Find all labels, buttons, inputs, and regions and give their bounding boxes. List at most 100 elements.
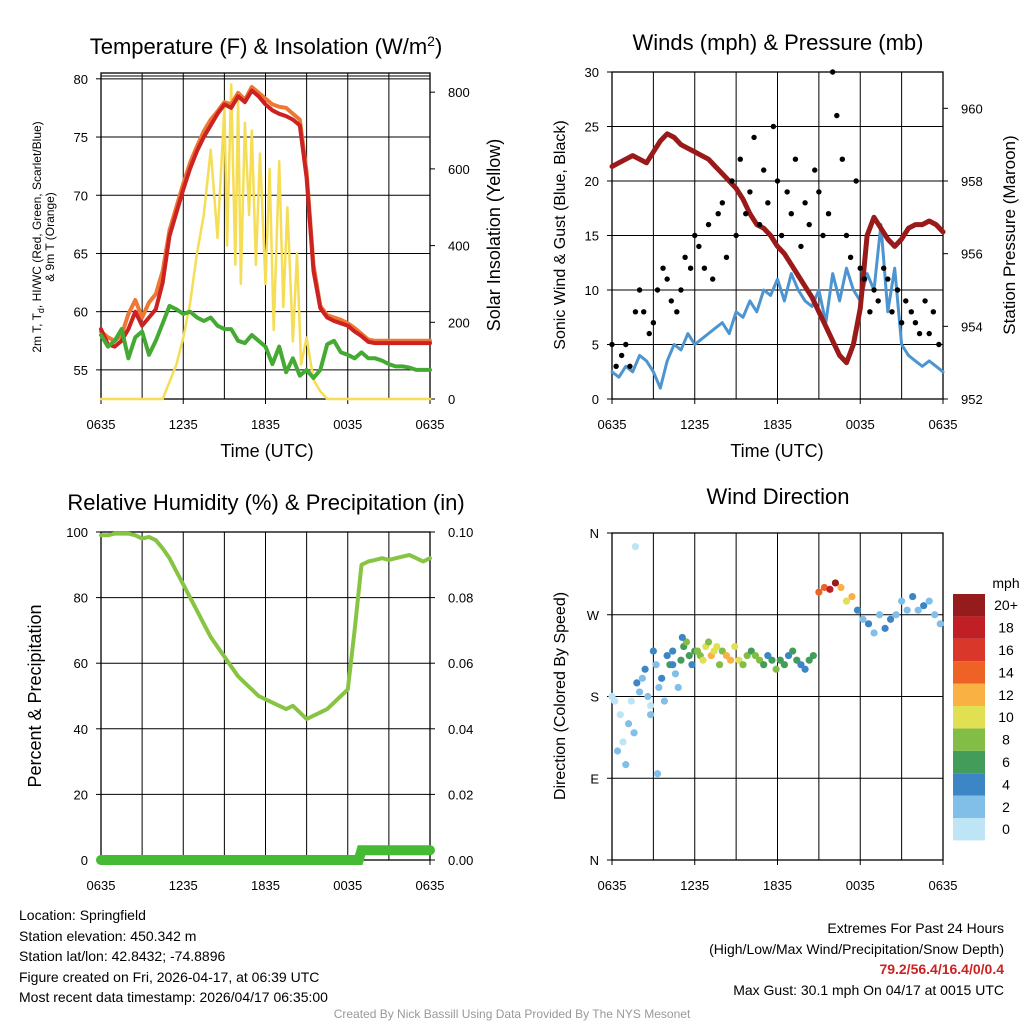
direction-point bbox=[848, 592, 856, 601]
legend-label: 12 bbox=[998, 687, 1014, 703]
y-tick-label: 0 bbox=[81, 853, 88, 868]
y-tick-label: 0 bbox=[592, 392, 599, 407]
direction-point bbox=[677, 656, 685, 664]
gust-point bbox=[609, 341, 615, 348]
direction-point bbox=[853, 606, 862, 614]
gust-point bbox=[834, 112, 840, 119]
series-line-relative-humidity bbox=[99, 531, 432, 721]
direction-point bbox=[722, 652, 731, 660]
gust-point bbox=[816, 189, 822, 195]
gust-point bbox=[798, 243, 804, 250]
direction-point bbox=[649, 647, 657, 655]
x-tick-label: 0635 bbox=[598, 417, 627, 432]
y-tick-label: 20 bbox=[585, 174, 599, 189]
x-tick-label: 0635 bbox=[87, 878, 116, 893]
direction-point bbox=[809, 652, 817, 660]
series-line-2m-t bbox=[99, 88, 432, 349]
direction-point bbox=[635, 688, 644, 696]
direction-point bbox=[669, 661, 677, 669]
y2-tick-label: 0.08 bbox=[448, 591, 473, 606]
x-tick-label: 0635 bbox=[87, 417, 116, 432]
y2-tick-label: 0.10 bbox=[448, 525, 473, 540]
gust-point bbox=[660, 265, 666, 271]
x-tick-label: 1835 bbox=[251, 878, 280, 893]
y2-tick-label: 600 bbox=[448, 162, 470, 177]
direction-point bbox=[864, 620, 873, 628]
gust-point bbox=[867, 309, 873, 315]
winds-panel: Winds (mph) & Pressure (mb) Time (UTC) S… bbox=[552, 30, 1019, 461]
series-line-sonic-wind bbox=[610, 223, 945, 390]
direction-point bbox=[671, 670, 680, 678]
direction-point bbox=[801, 665, 809, 673]
direction-point bbox=[793, 656, 801, 664]
gust-point bbox=[654, 287, 661, 293]
y2-tick-label: 956 bbox=[961, 247, 983, 262]
gust-point bbox=[715, 211, 721, 217]
plot-frame bbox=[611, 71, 944, 400]
gust-point bbox=[705, 221, 712, 228]
y2-tick-label: 952 bbox=[961, 392, 983, 407]
direction-point bbox=[914, 606, 922, 614]
direction-point bbox=[660, 697, 669, 705]
direction-point bbox=[731, 642, 739, 651]
station-info: Location: Springfield Station elevation:… bbox=[19, 905, 328, 1008]
y-tick-label: 10 bbox=[585, 283, 599, 298]
direction-point bbox=[627, 697, 635, 705]
gust-point bbox=[820, 232, 826, 239]
direction-point bbox=[780, 661, 788, 669]
direction-point bbox=[674, 683, 682, 692]
direction-point bbox=[751, 652, 760, 660]
y-tick-label: 100 bbox=[66, 525, 88, 540]
legend-label: 10 bbox=[998, 709, 1014, 725]
gust-point bbox=[641, 309, 647, 315]
y-tick-label: N bbox=[590, 853, 599, 868]
direction-point bbox=[881, 624, 889, 632]
direction-point bbox=[655, 683, 663, 692]
winds-title: Winds (mph) & Pressure (mb) bbox=[633, 30, 924, 55]
gust-point bbox=[903, 298, 909, 304]
gust-point bbox=[613, 363, 619, 369]
credit-line: Created By Nick Bassill Using Data Provi… bbox=[333, 1007, 691, 1021]
legend-label: 8 bbox=[1002, 732, 1010, 748]
y-tick-label: 60 bbox=[74, 656, 88, 671]
speed-legend-title: mph bbox=[992, 575, 1019, 591]
gust-point bbox=[737, 156, 743, 162]
recent-data-timestamp: Most recent data timestamp: 2026/04/17 0… bbox=[19, 989, 328, 1005]
winds-xlabel: Time (UTC) bbox=[730, 441, 823, 461]
direction-point bbox=[842, 597, 851, 605]
direction-point bbox=[688, 661, 696, 669]
x-tick-label: 0035 bbox=[846, 417, 875, 432]
y-tick-label: W bbox=[587, 608, 600, 623]
gust-point bbox=[847, 254, 854, 260]
legend-swatch bbox=[953, 818, 985, 841]
direction-point bbox=[743, 652, 751, 660]
x-tick-label: 1835 bbox=[763, 417, 792, 432]
winds-ylabel: Sonic Wind & Gust (Blue, Black) bbox=[552, 120, 569, 349]
legend-swatch bbox=[953, 594, 985, 617]
y2-tick-label: 0 bbox=[448, 392, 455, 407]
direction-point bbox=[747, 647, 755, 655]
legend-label: 18 bbox=[998, 620, 1014, 636]
y-tick-label: 70 bbox=[74, 188, 88, 203]
temperature-ylabel-sub: d bbox=[36, 308, 46, 313]
y-tick-label: 55 bbox=[74, 363, 88, 378]
y2-tick-label: 958 bbox=[961, 174, 983, 189]
gust-point bbox=[723, 254, 730, 260]
direction-point bbox=[704, 638, 713, 646]
direction-point bbox=[768, 656, 776, 664]
extremes-values: 79.2/56.4/16.4/0/0.4 bbox=[879, 961, 1004, 977]
gust-point bbox=[778, 232, 785, 239]
temperature-title-main: Temperature (F) & Insolation (W/m bbox=[90, 34, 427, 59]
direction-point bbox=[663, 652, 671, 660]
y-tick-label: 75 bbox=[74, 130, 88, 145]
gust-point bbox=[687, 265, 694, 271]
gust-point bbox=[922, 298, 928, 304]
direction-point bbox=[638, 674, 646, 682]
gust-point bbox=[674, 309, 680, 315]
temperature-title-end: ) bbox=[435, 34, 442, 59]
plot-frame bbox=[100, 72, 431, 400]
direction-point bbox=[616, 711, 624, 719]
direction-point bbox=[831, 579, 840, 587]
direction-point bbox=[713, 642, 721, 651]
y2-tick-label: 960 bbox=[961, 101, 983, 116]
